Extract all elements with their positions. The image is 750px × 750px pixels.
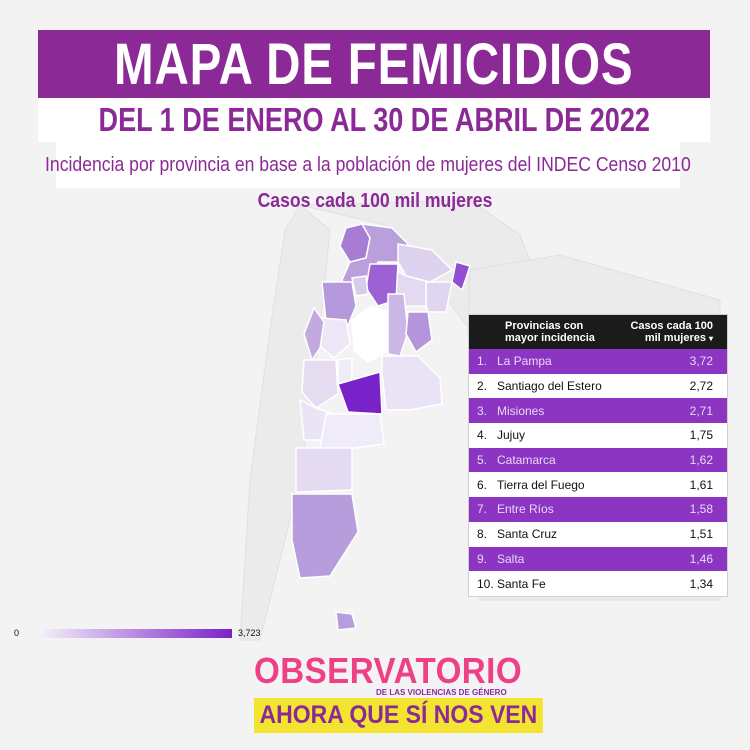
table-row: 8. Santa Cruz 1,51 — [469, 521, 727, 547]
row-province: Jujuy — [497, 428, 526, 443]
province-santacruz — [291, 493, 359, 579]
province-chubut — [295, 447, 353, 493]
province-corrientes — [425, 281, 453, 313]
row-rank: 3. — [477, 403, 488, 418]
title-box: MAPA DE FEMICIDIOS — [38, 30, 710, 98]
column-header-value[interactable]: Casos cada 100 mil mujeres ▾ — [615, 320, 727, 345]
province-sanjuan — [303, 306, 325, 362]
row-value: 3,72 — [689, 354, 713, 369]
sort-descending-icon[interactable]: ▾ — [708, 333, 713, 343]
title-banner: MAPA DE FEMICIDIOS DEL 1 DE ENERO AL 30 … — [38, 30, 710, 142]
province-larioja — [319, 317, 351, 359]
page-subtitle: DEL 1 DE ENERO AL 30 DE ABRIL DE 2022 — [98, 101, 650, 138]
table-row: 2. Santiago del Estero 2,72 — [469, 373, 727, 399]
row-rank: 1. — [477, 354, 488, 369]
province-tdf — [335, 611, 357, 631]
page-title: MAPA DE FEMICIDIOS — [114, 31, 634, 97]
description-text: Incidencia por provincia en base a la po… — [45, 153, 691, 176]
province-entrerios — [405, 311, 433, 354]
table-row: 4. Jujuy 1,75 — [469, 423, 727, 448]
province-rionegro — [319, 413, 385, 451]
row-province: Tierra del Fuego — [497, 477, 585, 492]
table-row: 3. Misiones 2,71 — [469, 398, 727, 424]
province-cordoba — [351, 305, 391, 363]
table-row: 7. Entre Ríos 1,58 — [469, 497, 727, 522]
province-misiones — [451, 261, 471, 292]
row-value: 1,62 — [689, 453, 713, 468]
row-province: Santa Fe — [497, 576, 546, 591]
row-rank: 7. — [477, 502, 488, 517]
row-province: La Pampa — [497, 354, 552, 369]
row-value: 1,34 — [689, 576, 713, 591]
column-header-value-label: Casos cada 100 mil mujeres — [630, 319, 713, 344]
legend-title: Casos cada 100 mil mujeres — [257, 190, 493, 212]
province-mendoza — [301, 359, 339, 409]
row-province: Catamarca — [497, 453, 556, 468]
logo-subtitle: DE LAS VIOLENCIAS DE GÉNERO — [376, 688, 507, 697]
row-value: 1,58 — [689, 502, 713, 517]
column-header-province: Provincias con mayor incidencia — [505, 320, 595, 344]
row-province: Misiones — [497, 403, 545, 418]
observatorio-logo: OBSERVATORIO DE LAS VIOLENCIAS DE GÉNERO… — [254, 650, 543, 740]
table-row: 10. Santa Fe 1,34 — [469, 571, 727, 596]
row-value: 1,51 — [689, 527, 713, 542]
ranking-table: Provincias con mayor incidencia Casos ca… — [468, 314, 728, 597]
color-scale-bar — [42, 629, 232, 638]
row-rank: 9. — [477, 551, 488, 566]
row-value: 1,61 — [689, 477, 713, 492]
row-province: Santiago del Estero — [497, 379, 602, 394]
provinces — [291, 223, 471, 631]
province-tucuman — [351, 275, 369, 297]
row-value: 1,75 — [689, 428, 713, 443]
province-santafe — [387, 293, 409, 357]
table-row: 1. La Pampa 3,72 — [469, 349, 727, 374]
logo-title: OBSERVATORIO — [254, 650, 523, 691]
subtitle-box: DEL 1 DE ENERO AL 30 DE ABRIL DE 2022 — [38, 98, 710, 142]
row-rank: 8. — [477, 527, 488, 542]
row-rank: 6. — [477, 477, 488, 492]
row-province: Santa Cruz — [497, 527, 558, 542]
scale-max-label: 3,723 — [238, 628, 261, 638]
row-value: 1,46 — [689, 551, 713, 566]
row-rank: 5. — [477, 453, 488, 468]
logo-slogan: AHORA QUE SÍ NOS VEN — [254, 698, 543, 733]
table-row: 9. Salta 1,46 — [469, 546, 727, 572]
description-box: Incidencia por provincia en base a la po… — [45, 142, 691, 188]
province-buenosaires — [381, 355, 443, 411]
table-body: 1. La Pampa 3,72 2. Santiago del Estero 2,72 3… — [469, 349, 727, 596]
row-rank: 10. — [477, 576, 494, 591]
row-rank: 4. — [477, 428, 488, 443]
scale-min-label: 0 — [14, 628, 20, 638]
row-value: 2,71 — [689, 403, 713, 418]
province-lapampa — [337, 371, 383, 415]
row-value: 2,72 — [689, 379, 713, 394]
table-row: 5. Catamarca 1,62 — [469, 447, 727, 473]
table-row: 6. Tierra del Fuego 1,61 — [469, 472, 727, 498]
row-rank: 2. — [477, 379, 488, 394]
row-province: Entre Ríos — [497, 502, 554, 517]
table-header: Provincias con mayor incidencia Casos ca… — [469, 315, 727, 349]
row-province: Salta — [497, 551, 525, 566]
